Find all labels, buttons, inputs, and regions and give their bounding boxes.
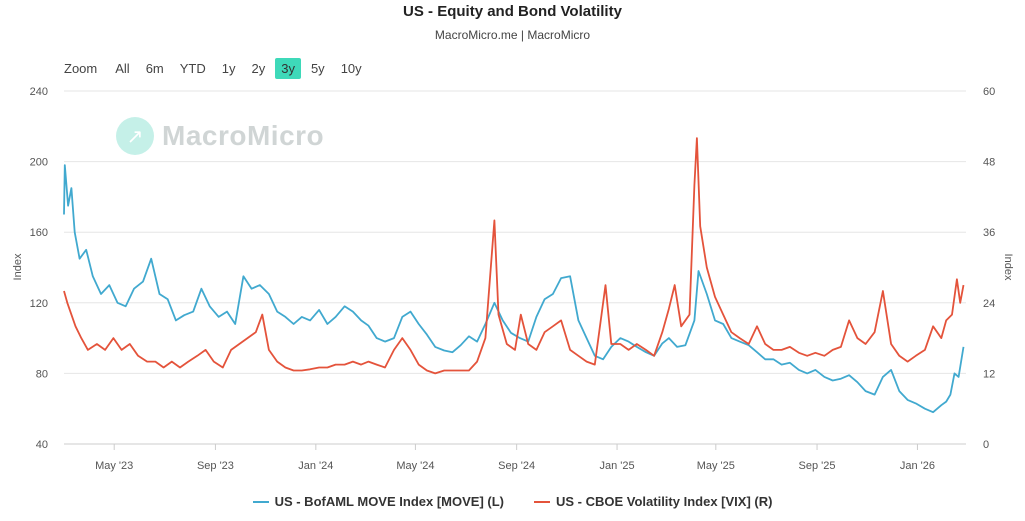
chart-subtitle: MacroMicro.me | MacroMicro [434,28,591,42]
legend-swatch-vix [533,500,550,503]
x-tick-label: May '25 [697,460,735,472]
x-tick-label: May '23 [95,460,133,472]
vix-series-line [63,137,965,375]
legend-item-move[interactable]: US - BofAML MOVE Index [MOVE] (L) [252,494,504,509]
zoom-2y-button[interactable]: 2y [251,60,266,76]
zoom-label: Zoom [64,60,98,76]
y-left-tick-label: 80 [36,368,48,380]
chart-title: US - Equity and Bond Volatility [403,3,622,20]
zoom-bar: Zoom All 6m YTD 1y 2y 3y 5y 10y [64,57,372,79]
y-right-tick-label: 0 [983,439,989,451]
y-left-tick-label: 200 [30,157,48,169]
x-tick-label: Jan '24 [298,460,333,472]
macromicro-logo-icon: ↗ [116,117,154,155]
zoom-10y-button[interactable]: 10y [340,60,362,76]
legend-label-vix: US - CBOE Volatility Index [VIX] (R) [555,494,773,509]
zoom-6m-button[interactable]: 6m [145,60,164,76]
x-tick-label: Jan '26 [900,460,935,472]
y-right-tick-label: 36 [983,227,995,239]
x-tick-label: Sep '23 [197,460,234,472]
y-left-tick-label: 240 [30,86,48,98]
y-right-tick-label: 48 [983,157,995,169]
y-axis-right-label: Index [1002,254,1014,281]
legend-item-vix[interactable]: US - CBOE Volatility Index [VIX] (R) [533,494,773,509]
legend: US - BofAML MOVE Index [MOVE] (L) US - C… [0,494,1025,509]
zoom-1y-button[interactable]: 1y [221,60,236,76]
watermark-text: MacroMicro [162,120,325,151]
y-left-tick-label: 120 [30,298,48,310]
zoom-ytd-button[interactable]: YTD [179,60,206,76]
legend-label-move: US - BofAML MOVE Index [MOVE] (L) [274,494,504,509]
x-tick-label: May '24 [396,460,434,472]
zoom-all-button[interactable]: All [115,60,130,76]
zoom-5y-button[interactable]: 5y [310,60,325,76]
legend-swatch-move [252,500,269,503]
y-right-tick-label: 24 [983,298,995,310]
y-right-tick-label: 60 [983,86,995,98]
y-right-tick-label: 12 [983,368,995,380]
zoom-3y-button[interactable]: 3y [275,57,301,79]
y-left-tick-label: 160 [30,227,48,239]
x-tick-label: Jan '25 [599,460,634,472]
y-axis-left-label: Index [12,253,24,280]
x-tick-label: Sep '24 [498,460,535,472]
x-tick-label: Sep '25 [799,460,836,472]
watermark: ↗ MacroMicro [116,117,324,155]
move-series-line [63,164,965,414]
y-left-tick-label: 40 [36,439,48,451]
